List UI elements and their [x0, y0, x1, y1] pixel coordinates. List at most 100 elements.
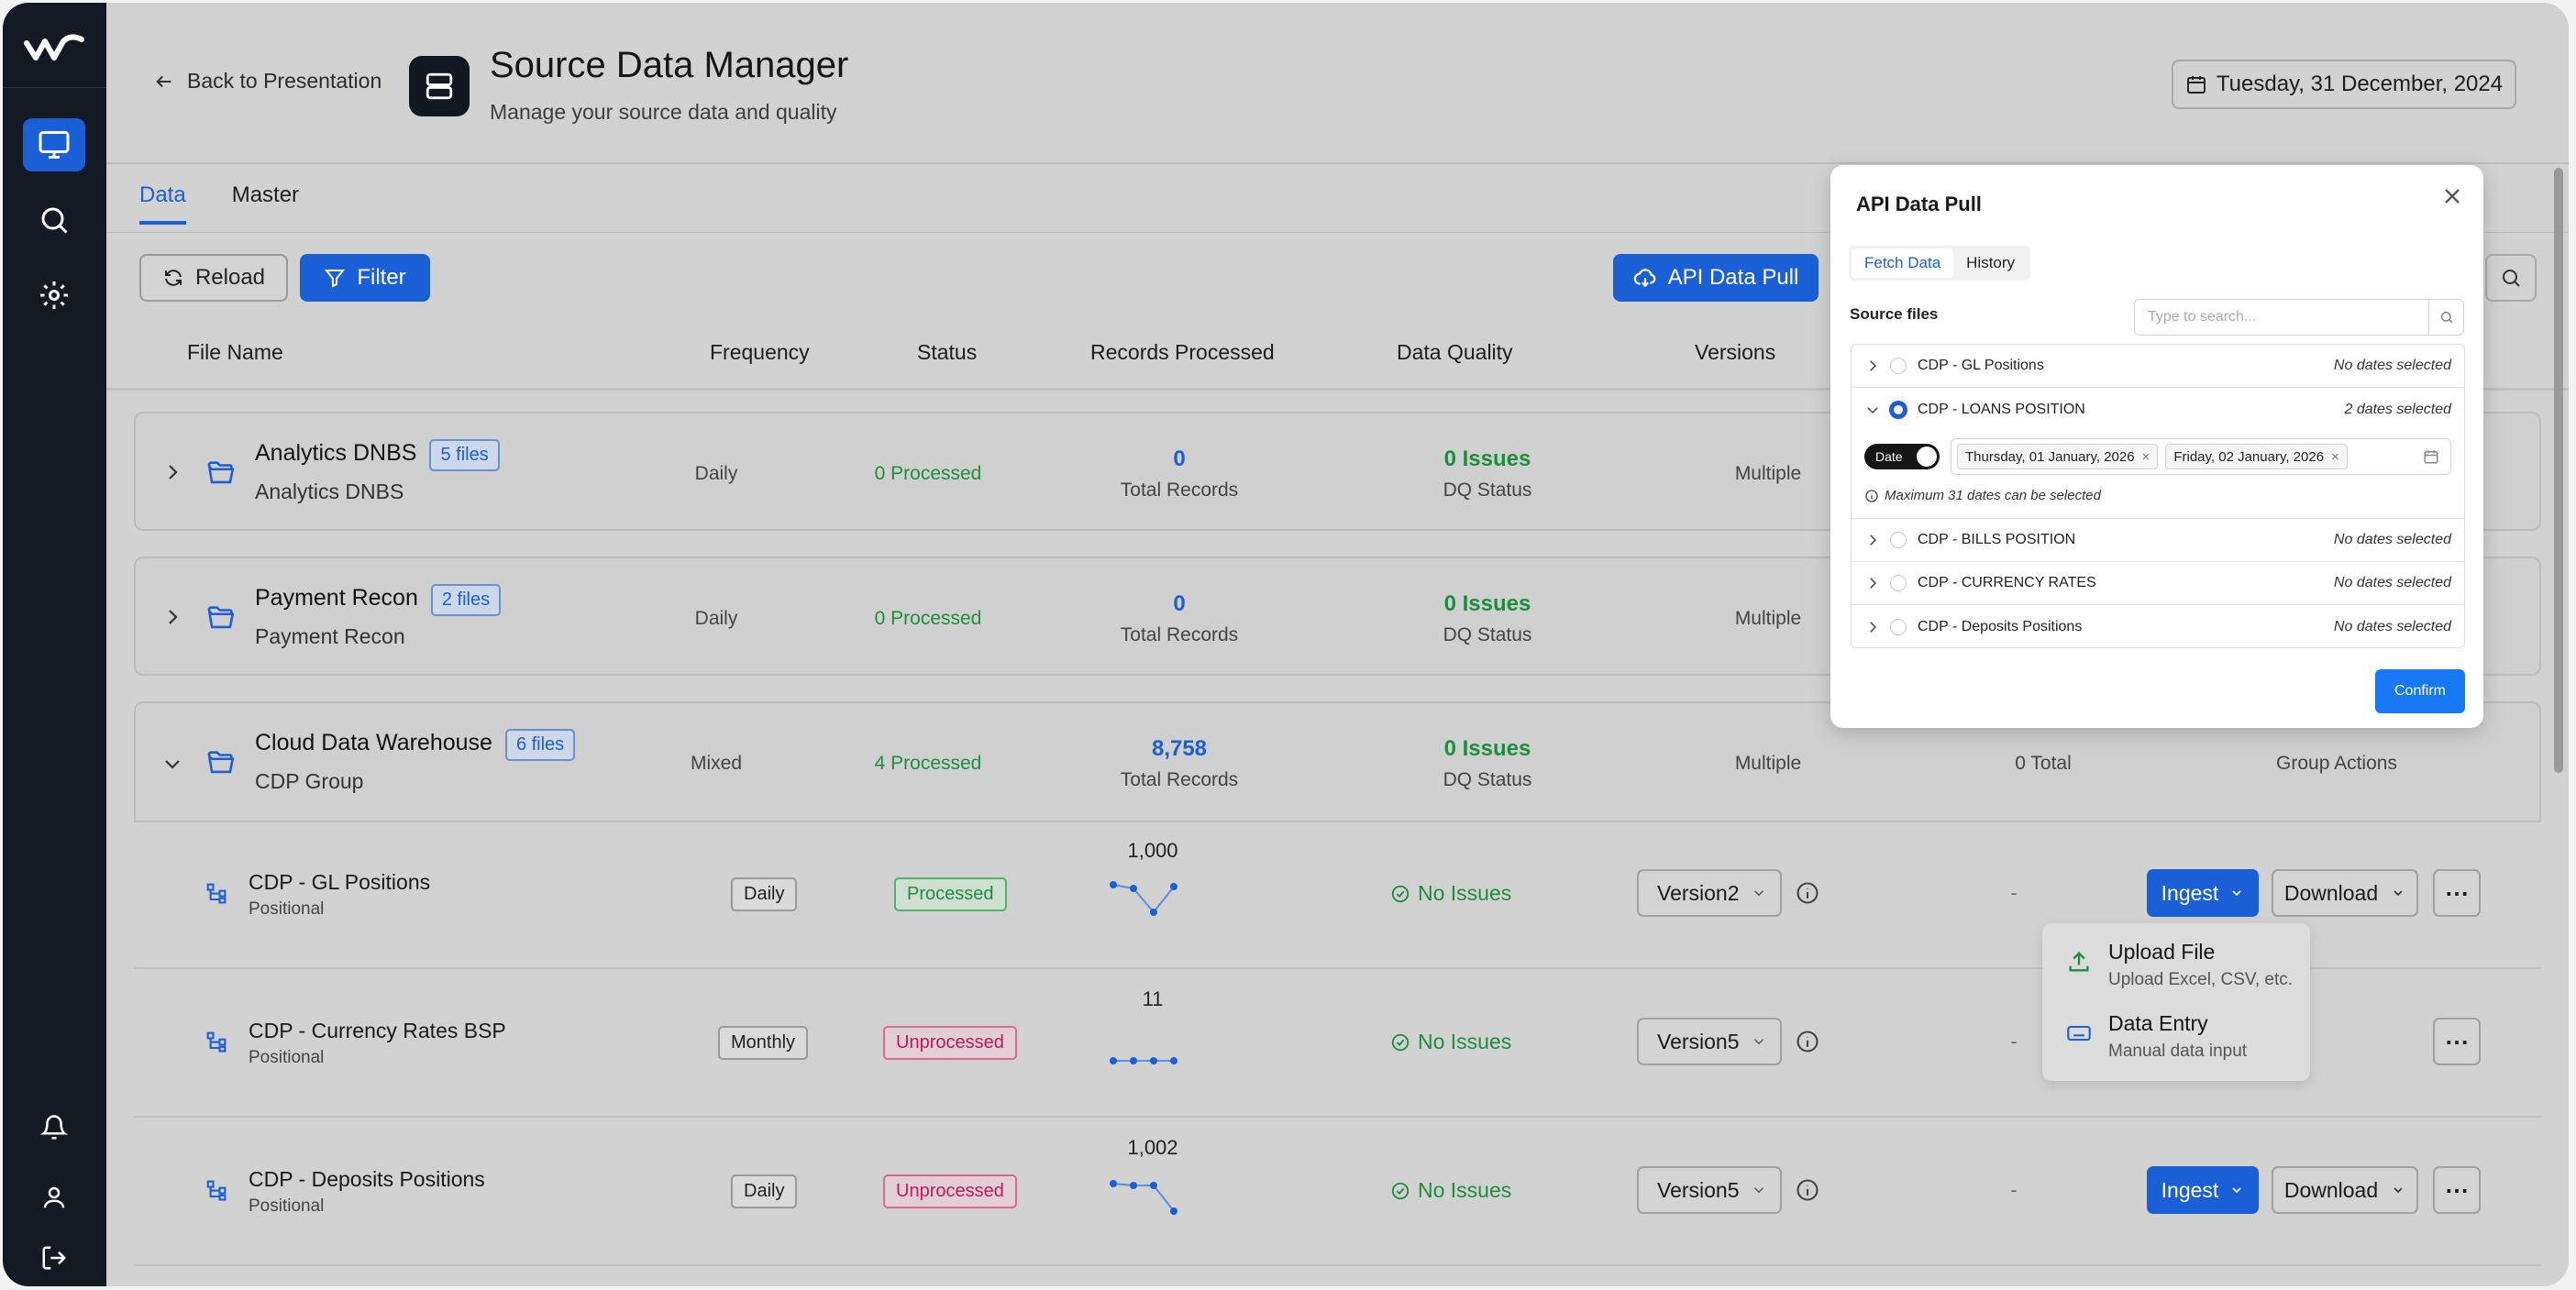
source-radio[interactable]: [1890, 532, 1907, 548]
table-search-button[interactable]: [2485, 254, 2537, 302]
sidebar-item-presentation[interactable]: [23, 118, 85, 171]
app-icon: [409, 56, 470, 116]
calendar-icon[interactable]: [2423, 448, 2439, 465]
source-item-gl-positions[interactable]: CDP - GL Positions No dates selected: [1852, 345, 2464, 388]
date-chip: Friday, 02 January, 2026 ×: [2165, 444, 2348, 469]
column-header-frequency[interactable]: Frequency: [710, 340, 810, 364]
group-quality: 0 Issues: [1443, 447, 1531, 471]
records-value: 1,000: [1127, 839, 1178, 862]
source-search-input[interactable]: Type to search...: [2134, 299, 2464, 336]
chevron-down-icon[interactable]: [1864, 402, 1881, 418]
more-actions-button[interactable]: ⋯: [2433, 1166, 2481, 1214]
group-records-label: Total Records: [1120, 769, 1239, 790]
row-divider: [134, 1116, 2541, 1118]
source-files-list: CDP - GL Positions No dates selected CDP…: [1851, 344, 2465, 648]
info-icon[interactable]: [1795, 880, 1820, 906]
file-name: CDP - GL Positions: [249, 870, 431, 894]
version-select[interactable]: Version2: [1637, 869, 1782, 917]
api-data-pull-button[interactable]: API Data Pull: [1613, 254, 1819, 302]
ingest-button[interactable]: Ingest: [2147, 1166, 2259, 1214]
page-scrollbar[interactable]: [2554, 168, 2563, 773]
source-item-deposits-positions[interactable]: CDP - Deposits Positions No dates select…: [1852, 605, 2464, 648]
chevron-right-icon[interactable]: [161, 461, 183, 483]
filter-button[interactable]: Filter: [300, 254, 430, 302]
confirm-button[interactable]: Confirm: [2375, 669, 2465, 713]
file-name: CDP - Currency Rates BSP: [249, 1019, 506, 1042]
source-search-button[interactable]: [2428, 300, 2463, 335]
sidebar: [3, 3, 106, 1286]
remove-date-icon[interactable]: ×: [2331, 448, 2339, 465]
search-placeholder: Type to search...: [2148, 309, 2257, 325]
date-chip-label: Friday, 02 January, 2026: [2173, 448, 2325, 465]
source-radio[interactable]: [1890, 618, 1907, 635]
file-count-badge: 2 files: [430, 584, 502, 616]
column-header-file-name[interactable]: File Name: [187, 340, 283, 364]
download-label: Download: [2283, 880, 2379, 905]
remove-date-icon[interactable]: ×: [2141, 448, 2150, 465]
chevron-down-icon[interactable]: [161, 753, 183, 775]
back-link[interactable]: Back to Presentation: [154, 69, 381, 94]
group-subtitle: Analytics DNBS: [255, 480, 404, 503]
chevron-right-icon[interactable]: [161, 606, 183, 628]
menu-item-data-entry[interactable]: Data Entry Manual data input: [2066, 1011, 2247, 1062]
group-actions[interactable]: Group Actions: [2276, 753, 2397, 774]
more-actions-button[interactable]: ⋯: [2433, 869, 2481, 917]
app-logo-icon: [24, 34, 84, 61]
group-records: 8,758: [1151, 736, 1208, 761]
date-multiselect[interactable]: Thursday, 01 January, 2026 × Friday, 02 …: [1951, 438, 2451, 475]
date-mode-toggle[interactable]: Date: [1864, 444, 1940, 469]
group-frequency: Daily: [694, 463, 738, 484]
app-window: Back to Presentation Source Data Manager…: [3, 3, 2569, 1286]
source-item-currency-rates[interactable]: CDP - CURRENCY RATES No dates selected: [1852, 562, 2464, 605]
close-icon[interactable]: [2439, 183, 2465, 209]
source-radio-selected[interactable]: [1890, 401, 1907, 418]
column-header-records-processed[interactable]: Records Processed: [1090, 340, 1275, 364]
column-header-data-quality[interactable]: Data Quality: [1397, 340, 1513, 364]
source-item-bills-position[interactable]: CDP - BILLS POSITION No dates selected: [1852, 519, 2464, 562]
sidebar-item-settings[interactable]: [23, 269, 85, 322]
keyboard-icon: [2067, 1025, 2091, 1042]
ingest-button[interactable]: Ingest: [2147, 869, 2259, 917]
group-quality-label: DQ Status: [1443, 624, 1532, 645]
source-date-state: 2 dates selected: [2344, 401, 2451, 417]
sidebar-item-profile[interactable]: [23, 1171, 85, 1224]
status-badge: Unprocessed: [883, 1174, 1017, 1208]
toggle-knob: [1917, 447, 1937, 467]
tab-master[interactable]: Master: [231, 182, 300, 207]
sidebar-item-notifications[interactable]: [23, 1101, 85, 1154]
download-button[interactable]: Download: [2272, 869, 2418, 917]
group-status: 0 Processed: [874, 608, 982, 629]
info-icon[interactable]: [1795, 1177, 1820, 1203]
download-button[interactable]: Download: [2272, 1166, 2418, 1214]
date-selection-panel: Date Thursday, 01 January, 2026 × Friday…: [1852, 431, 2464, 519]
column-header-versions[interactable]: Versions: [1695, 340, 1776, 364]
file-type: Positional: [249, 899, 325, 919]
column-header-status[interactable]: Status: [917, 340, 978, 364]
version-select[interactable]: Version5: [1637, 1018, 1782, 1065]
chevron-right-icon[interactable]: [1864, 358, 1881, 374]
frequency-chip: Monthly: [718, 1026, 809, 1060]
search-icon: [2440, 312, 2452, 324]
source-radio[interactable]: [1890, 358, 1907, 374]
check-circle-icon: [1391, 1033, 1410, 1051]
group-subtitle: Payment Recon: [255, 624, 405, 648]
source-radio[interactable]: [1890, 575, 1907, 591]
chevron-right-icon[interactable]: [1864, 619, 1881, 635]
sidebar-item-logout[interactable]: [23, 1231, 85, 1284]
tab-history[interactable]: History: [1966, 254, 2016, 271]
tab-data[interactable]: Data: [139, 182, 186, 225]
sidebar-item-search[interactable]: [23, 193, 85, 247]
chevron-right-icon[interactable]: [1864, 532, 1881, 548]
menu-item-subtitle: Upload Excel, CSV, etc.: [2108, 970, 2294, 989]
source-date-state: No dates selected: [2333, 358, 2451, 373]
reload-button[interactable]: Reload: [139, 254, 288, 302]
chevron-right-icon[interactable]: [1864, 575, 1881, 591]
tab-fetch-data[interactable]: Fetch Data: [1852, 248, 1954, 278]
chevron-down-icon: [1753, 1187, 1764, 1194]
info-icon[interactable]: [1795, 1029, 1820, 1054]
menu-item-upload-file[interactable]: Upload File Upload Excel, CSV, etc.: [2066, 940, 2293, 990]
more-actions-button[interactable]: ⋯: [2433, 1018, 2481, 1065]
date-picker-button[interactable]: Tuesday, 31 December, 2024: [2172, 60, 2516, 109]
source-item-loans-position[interactable]: CDP - LOANS POSITION 2 dates selected: [1852, 388, 2464, 431]
version-select[interactable]: Version5: [1637, 1166, 1782, 1214]
